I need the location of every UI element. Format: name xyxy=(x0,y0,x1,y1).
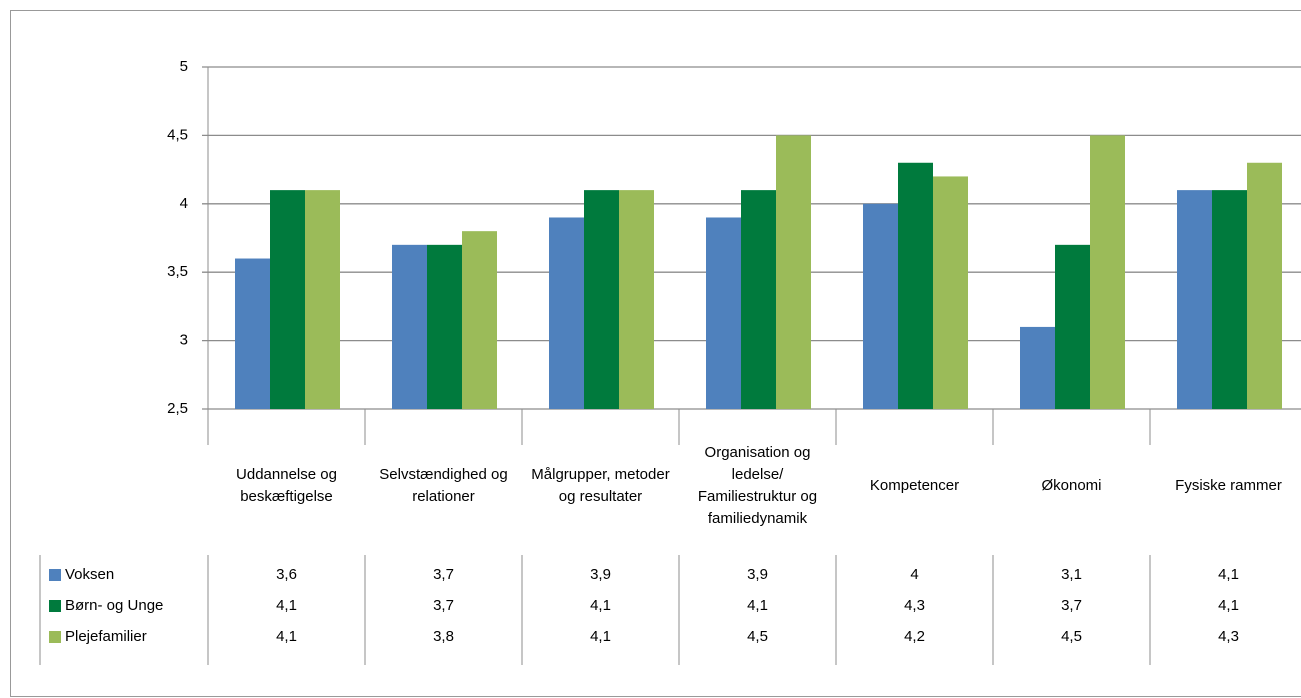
bar xyxy=(584,190,619,409)
bar xyxy=(1177,190,1212,409)
legend-key xyxy=(49,600,61,612)
data-table-value: 3,1 xyxy=(1061,566,1082,583)
y-tick-label: 3,5 xyxy=(167,263,188,280)
x-tick-label: Økonomi xyxy=(1041,477,1102,494)
bar xyxy=(270,190,305,409)
y-tick-label: 4 xyxy=(180,195,188,212)
y-tick-label: 2,5 xyxy=(167,400,188,417)
bar xyxy=(462,231,497,409)
x-tick-label: Målgrupper, metoder og resultater xyxy=(531,466,670,505)
data-table-value: 3,7 xyxy=(1061,597,1082,614)
legend-label: Plejefamilier xyxy=(65,628,147,645)
data-table-value: 4,1 xyxy=(590,597,611,614)
y-tick-label: 4,5 xyxy=(167,126,188,143)
legend-key xyxy=(49,631,61,643)
data-table-value: 4 xyxy=(910,566,918,583)
bar xyxy=(898,162,933,409)
bar xyxy=(933,176,968,409)
data-table-value: 4,1 xyxy=(276,597,297,614)
bar xyxy=(392,244,427,409)
bar xyxy=(1247,162,1282,409)
data-table-value: 4,1 xyxy=(590,628,611,645)
data-table-value: 4,1 xyxy=(1218,597,1239,614)
legend-key xyxy=(49,569,61,581)
data-table-value: 3,9 xyxy=(590,566,611,583)
data-table-value: 4,1 xyxy=(747,597,768,614)
bar xyxy=(776,135,811,409)
data-table-value: 4,1 xyxy=(276,628,297,645)
data-table-value: 4,3 xyxy=(1218,628,1239,645)
data-table-value: 3,9 xyxy=(747,566,768,583)
bar xyxy=(549,217,584,409)
legend-label: Voksen xyxy=(65,566,114,583)
data-table-value: 4,5 xyxy=(1061,628,1082,645)
data-table-value: 3,6 xyxy=(276,566,297,583)
bar xyxy=(741,190,776,409)
bar xyxy=(235,258,270,409)
x-tick-label: Kompetencer xyxy=(869,477,960,494)
data-table-value: 3,8 xyxy=(433,628,454,645)
bar xyxy=(1020,326,1055,409)
x-tick-label: Fysiske rammer xyxy=(1175,477,1282,494)
data-table-value: 3,7 xyxy=(433,566,454,583)
y-tick-label: 3 xyxy=(180,332,188,349)
bar xyxy=(1212,190,1247,409)
legend-label: Børn- og Unge xyxy=(65,597,163,614)
data-table-value: 4,5 xyxy=(747,628,768,645)
bar xyxy=(1055,244,1090,409)
bar xyxy=(305,190,340,409)
bar xyxy=(1090,135,1125,409)
bar xyxy=(863,203,898,409)
bar xyxy=(619,190,654,409)
data-table-value: 3,7 xyxy=(433,597,454,614)
data-table-value: 4,2 xyxy=(904,628,925,645)
y-tick-label: 5 xyxy=(180,58,188,75)
x-tick-label: Organisation og ledelse/ Familiestruktur… xyxy=(697,444,818,527)
bar xyxy=(427,244,462,409)
bar xyxy=(706,217,741,409)
x-tick-label: Uddannelse og beskæftigelse xyxy=(236,466,337,505)
data-table-value: 4,3 xyxy=(904,597,925,614)
data-table-value: 4,1 xyxy=(1218,566,1239,583)
x-tick-label: Selvstændighed og relationer xyxy=(379,466,508,505)
